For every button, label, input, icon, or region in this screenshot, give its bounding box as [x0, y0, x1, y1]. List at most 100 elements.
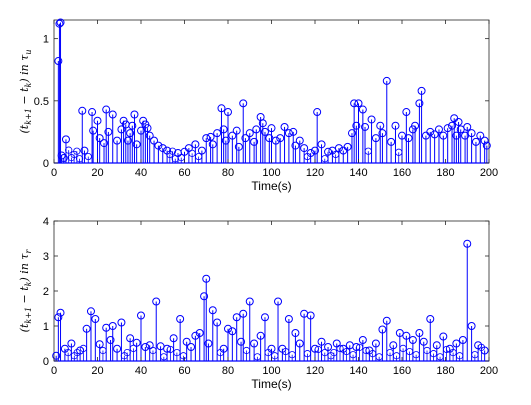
stem-marker: [267, 344, 276, 353]
x-tick-label: 80: [222, 167, 234, 179]
stem-marker: [291, 141, 300, 150]
stem-marker: [208, 140, 217, 149]
stem-marker: [239, 99, 248, 108]
stem-marker: [448, 121, 457, 130]
stem-marker: [252, 125, 261, 134]
stem-marker: [395, 329, 404, 337]
x-tick-label: 120: [306, 167, 324, 179]
stem-marker: [476, 131, 485, 140]
y-tick-label: 0: [43, 158, 49, 170]
y-tick-label: 0: [43, 356, 49, 368]
stem-marker: [191, 140, 200, 149]
stem-marker: [317, 337, 326, 346]
stem-marker: [250, 339, 259, 348]
stem-marker: [163, 146, 172, 155]
stem-marker: [152, 297, 161, 306]
stem-marker: [239, 309, 248, 318]
x-tick-label: 80: [222, 365, 234, 377]
dense-stems: [65, 146, 403, 163]
stem-marker: [228, 131, 237, 140]
stem-marker: [80, 146, 89, 155]
stem-marker: [232, 126, 241, 135]
stem-marker: [145, 131, 154, 140]
stem-marker: [104, 127, 113, 136]
stem-marker: [204, 339, 213, 348]
stem-marker: [324, 343, 333, 351]
stem-marker: [291, 329, 300, 337]
stem-marker: [184, 144, 193, 153]
stem-marker: [102, 105, 111, 114]
stem-marker: [106, 336, 115, 344]
stem-marker: [123, 136, 132, 145]
stem-marker: [382, 316, 391, 325]
stem-marker: [313, 108, 322, 117]
stem-marker: [382, 76, 391, 85]
stem-marker: [454, 117, 463, 126]
stem-marker: [245, 297, 254, 306]
stem-marker: [150, 136, 159, 145]
stem-marker: [245, 129, 254, 138]
stem-marker: [482, 141, 491, 150]
stem-marker: [334, 144, 343, 153]
x-tick-label: 40: [135, 167, 147, 179]
stem-marker: [202, 134, 211, 143]
stem-marker: [391, 121, 400, 130]
stem-marker: [467, 129, 476, 138]
stem-marker: [371, 134, 380, 143]
stem-marker: [132, 338, 141, 347]
stem-marker: [276, 134, 285, 143]
stem-marker: [61, 135, 70, 144]
y-tick-label: 1: [43, 34, 49, 46]
stem-marker: [54, 313, 63, 322]
stem-marker: [202, 274, 211, 283]
stem-marker: [145, 341, 154, 350]
stem-marker: [271, 136, 280, 145]
stem-marker: [404, 134, 413, 143]
stem-marker: [350, 99, 359, 108]
x-axis-label: Time(s): [251, 377, 291, 391]
stem-marker: [389, 341, 398, 350]
stem-marker: [206, 132, 215, 141]
stem-marker: [187, 343, 196, 351]
y-tick-label: 1: [43, 321, 49, 333]
stem-marker: [55, 19, 64, 28]
x-axis-label: Time(s): [251, 179, 291, 193]
stem-marker: [284, 315, 293, 323]
stem-marker: [311, 146, 319, 155]
stem-marker: [56, 18, 65, 27]
stem-marker: [54, 57, 63, 66]
stem-marker: [250, 137, 259, 146]
stem-marker: [76, 346, 85, 355]
stem-marker: [158, 144, 167, 153]
stem-marker: [163, 344, 172, 353]
stem-marker: [347, 129, 356, 138]
top-panel: 0 20 40 60 80 100 120 140 160 180 200 0 0.5 1 Time(s) (…: [18, 18, 498, 193]
stem-marker: [387, 137, 396, 146]
stem-marker: [237, 337, 246, 346]
stem-marker: [137, 311, 145, 320]
stem-marker: [197, 146, 206, 155]
stem-marker: [56, 308, 65, 317]
stem-marker: [274, 297, 283, 306]
y-tick-label: 4: [43, 216, 49, 228]
stem-marker: [376, 121, 385, 130]
stem-marker: [267, 124, 276, 133]
stem-marker: [78, 106, 87, 115]
stem-marker: [295, 136, 304, 145]
stem-marker: [463, 239, 472, 248]
stem-marker: [471, 137, 480, 146]
stem-marker: [95, 134, 104, 143]
stem-marker: [224, 108, 232, 117]
stem-marker: [108, 322, 117, 330]
stem-marker: [143, 124, 152, 133]
x-tick-label: 140: [349, 365, 367, 377]
stem-marker: [195, 329, 204, 337]
stem-marker: [284, 129, 293, 138]
stem-marker: [176, 315, 185, 323]
stem-marker: [324, 147, 333, 156]
stem-marker: [426, 315, 435, 323]
stem-marker-minor: [73, 147, 81, 155]
stem-marker: [361, 122, 370, 131]
x-tick-label: 160: [393, 167, 411, 179]
x-tick-label: 100: [262, 167, 280, 179]
